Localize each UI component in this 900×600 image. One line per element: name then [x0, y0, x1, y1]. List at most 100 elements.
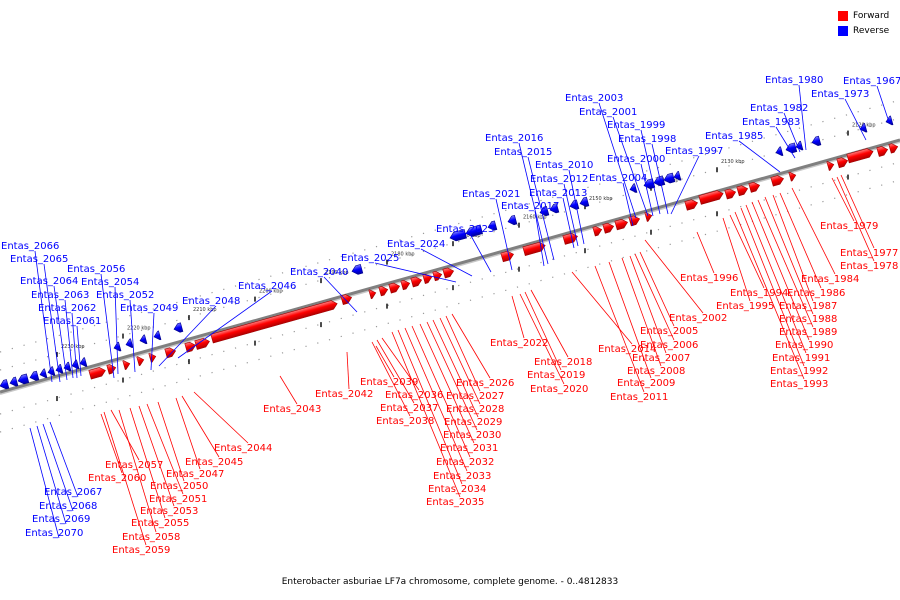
gene-label-entas_2064: Entas_2064: [20, 276, 78, 381]
svg-text:Entas_2026: Entas_2026: [456, 378, 514, 389]
gene-label-entas_1999: Entas_1999: [607, 120, 665, 215]
gene-label-entas_1967: Entas_1967: [843, 76, 900, 123]
gene-label-entas_2019: Entas_2019: [524, 291, 585, 381]
gene-label-entas_2058: Entas_2058: [118, 409, 180, 543]
gene-label-entas_1998: Entas_1998: [618, 134, 676, 215]
gene-label-entas_2031: Entas_2031: [419, 323, 498, 454]
svg-text:Entas_2012: Entas_2012: [530, 174, 588, 185]
reverse-gene: [9, 376, 19, 387]
forward-gene: [522, 242, 546, 256]
gene-label-entas_2020: Entas_2020: [519, 293, 588, 395]
gene-label-entas_2022: Entas_2022: [490, 295, 548, 349]
gene-label-entas_1989: Entas_1989: [757, 199, 837, 338]
svg-text:Entas_2031: Entas_2031: [440, 443, 498, 454]
reverse-gene: [663, 172, 676, 184]
gene-label-entas_2003: Entas_2003: [565, 93, 637, 219]
gene-label-entas_1982: Entas_1982: [750, 103, 808, 153]
gene-label-entas_2024: Entas_2024: [387, 239, 473, 277]
svg-text:Entas_2040: Entas_2040: [290, 267, 348, 278]
reverse-gene: [579, 196, 590, 207]
forward-gene: [770, 175, 784, 187]
svg-text:Entas_1985: Entas_1985: [705, 131, 763, 142]
reverse-gene: [125, 338, 134, 349]
svg-text:Entas_2055: Entas_2055: [131, 518, 189, 529]
forward-gene: [136, 356, 145, 367]
forward-gene: [592, 226, 603, 237]
svg-text:Entas_1999: Entas_1999: [607, 120, 665, 131]
gene-label-entas_2059: Entas_2059: [103, 411, 170, 556]
svg-text:Entas_2005: Entas_2005: [640, 326, 698, 337]
gene-label-entas_2049: Entas_2049: [120, 303, 178, 371]
svg-text:Entas_2048: Entas_2048: [182, 296, 240, 307]
svg-text:Entas_1982: Entas_1982: [750, 103, 808, 114]
backbone: [0, 138, 900, 394]
svg-text:Entas_2001: Entas_2001: [579, 107, 637, 118]
forward-gene: [736, 185, 749, 197]
gene-label-entas_2052: Entas_2052: [96, 290, 154, 373]
gene-label-entas_1979: Entas_1979: [820, 177, 878, 232]
forward-gene: [106, 364, 117, 375]
svg-text:Entas_2067: Entas_2067: [44, 487, 102, 498]
svg-text:Entas_1995: Entas_1995: [716, 301, 774, 312]
svg-text:Entas_2033: Entas_2033: [433, 471, 491, 482]
svg-text:Entas_2060: Entas_2060: [88, 473, 146, 484]
svg-text:Entas_1998: Entas_1998: [618, 134, 676, 145]
svg-text:Entas_2054: Entas_2054: [81, 277, 139, 288]
svg-text:Entas_2062: Entas_2062: [38, 303, 96, 314]
svg-text:Entas_1978: Entas_1978: [840, 261, 898, 272]
gene-label-entas_1973: Entas_1973: [811, 89, 869, 141]
gene-label-entas_1983: Entas_1983: [742, 117, 800, 159]
gene-label-entas_2035: Entas_2035: [391, 331, 484, 508]
svg-text:Entas_2018: Entas_2018: [534, 357, 592, 368]
reverse-gene: [643, 178, 656, 189]
svg-text:Entas_2008: Entas_2008: [627, 366, 685, 377]
svg-text:Entas_2035: Entas_2035: [426, 497, 484, 508]
svg-text:Entas_2052: Entas_2052: [96, 290, 154, 301]
forward-gene: [562, 233, 578, 245]
gene-label-entas_1992: Entas_1992: [740, 207, 828, 377]
forward-gene: [500, 250, 514, 263]
svg-text:Entas_2013: Entas_2013: [529, 188, 587, 199]
gene-label-entas_2033: Entas_2033: [404, 327, 491, 482]
forward-gene: [788, 171, 797, 182]
gene-label-entas_1986: Entas_1986: [779, 192, 845, 299]
svg-text:Entas_2049: Entas_2049: [120, 303, 178, 314]
svg-text:Entas_2063: Entas_2063: [31, 290, 89, 301]
reverse-gene: [885, 115, 894, 126]
reverse-gene: [449, 228, 467, 242]
svg-text:Entas_2032: Entas_2032: [436, 457, 494, 468]
gene-label-entas_2015: Entas_2015: [494, 147, 555, 261]
forward-gene: [340, 294, 353, 305]
gene-label-entas_2044: Entas_2044: [193, 391, 272, 454]
svg-text:Entas_1980: Entas_1980: [765, 75, 823, 86]
forward-gene: [164, 347, 177, 359]
svg-text:Entas_2014: Entas_2014: [598, 344, 656, 355]
scale-tick-label: 2220 kbp: [127, 326, 151, 332]
reverse-gene: [39, 368, 48, 379]
gene-label-entas_2050: Entas_2050: [150, 401, 208, 492]
gene-label-entas_2001: Entas_2001: [579, 107, 649, 217]
scale-tick-label: 2160 kbp: [523, 215, 547, 221]
svg-text:Entas_2061: Entas_2061: [43, 316, 101, 327]
gene-label-entas_2039: Entas_2039: [360, 345, 418, 388]
svg-text:Entas_1993: Entas_1993: [770, 379, 828, 390]
gene-label-entas_2045: Entas_2045: [181, 395, 243, 468]
forward-gene: [410, 276, 423, 288]
gene-label-entas_2043: Entas_2043: [263, 375, 321, 415]
svg-text:Entas_1986: Entas_1986: [787, 288, 845, 299]
svg-text:Entas_2046: Entas_2046: [238, 281, 296, 292]
svg-text:Entas_2011: Entas_2011: [610, 392, 668, 403]
gene-label-entas_2065: Entas_2065: [10, 254, 68, 383]
forward-gene: [432, 271, 443, 282]
forward-gene: [422, 273, 433, 284]
gene-label-entas_2016: Entas_2016: [485, 133, 549, 265]
reverse-gene: [139, 334, 148, 345]
forward-gene: [876, 146, 889, 157]
gene-label-entas_2012: Entas_2012: [530, 174, 588, 247]
gene-label-entas_2005: Entas_2005: [639, 251, 698, 337]
gene-label-entas_1980: Entas_1980: [765, 75, 823, 151]
reverse-gene: [153, 330, 162, 341]
svg-text:Entas_2050: Entas_2050: [150, 481, 208, 492]
gene-label-entas_2018: Entas_2018: [530, 289, 592, 368]
forward-gene: [184, 341, 197, 353]
